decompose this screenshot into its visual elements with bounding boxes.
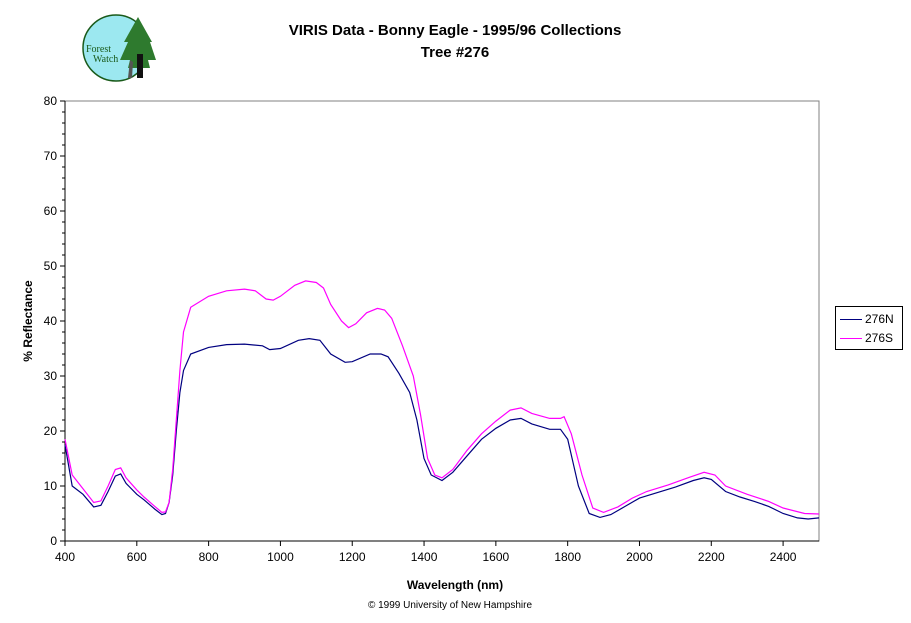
x-tick-label: 1800 <box>554 550 581 564</box>
chart-title: VIRIS Data - Bonny Eagle - 1995/96 Colle… <box>288 22 622 39</box>
forest-watch-logo: Forest Watch <box>80 12 160 89</box>
x-tick-label: 1600 <box>483 550 510 564</box>
x-tick-label: 1000 <box>267 550 294 564</box>
logo-text-watch: Watch <box>93 54 118 65</box>
x-tick-label: 1400 <box>411 550 438 564</box>
legend-swatch <box>840 318 862 320</box>
series-line-276n <box>64 337 820 520</box>
series-line-276s <box>64 280 820 515</box>
x-tick-label: 2000 <box>626 550 653 564</box>
legend-label: 276N <box>865 312 894 326</box>
y-tick-label: 80 <box>44 94 58 108</box>
y-axis-label: % Reflectance <box>21 280 35 362</box>
legend: 276N 276S <box>835 306 903 350</box>
y-tick-label: 0 <box>50 534 57 548</box>
y-tick-label: 40 <box>44 314 58 328</box>
logo-text-forest: Forest <box>86 44 111 55</box>
y-tick-label: 30 <box>44 369 58 383</box>
y-tick-label: 20 <box>44 424 58 438</box>
x-axis-label: Wavelength (nm) <box>407 578 503 592</box>
y-tick-label: 60 <box>44 204 58 218</box>
legend-label: 276S <box>865 331 894 345</box>
legend-swatch <box>840 337 862 339</box>
x-tick-label: 400 <box>55 550 75 564</box>
x-tick-label: 600 <box>127 550 147 564</box>
chart-subtitle: Tree #276 <box>420 44 490 61</box>
x-tick-label: 2200 <box>698 550 725 564</box>
y-tick-label: 10 <box>44 479 58 493</box>
x-tick-label: 1200 <box>339 550 366 564</box>
x-tick-label: 800 <box>199 550 219 564</box>
x-tick-label: 2400 <box>770 550 797 564</box>
legend-item-276s: 276S <box>840 331 893 345</box>
y-tick-label: 50 <box>44 259 58 273</box>
plot-area <box>64 100 820 542</box>
legend-item-276n: 276N <box>840 312 894 326</box>
y-tick-label: 70 <box>44 149 58 163</box>
copyright: © 1999 University of New Hampshire <box>367 600 533 611</box>
